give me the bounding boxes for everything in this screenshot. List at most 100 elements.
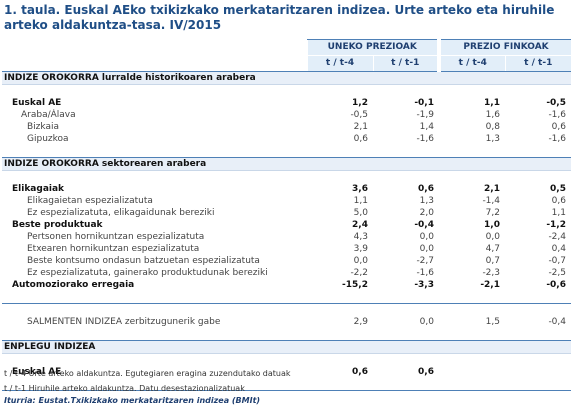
row-label: Ez espezializatuta, elikagaidunak berezi…: [27, 208, 215, 218]
table-row: Ez espezializatuta, elikagaidunak berezi…: [2, 207, 571, 219]
cell-value: 0,0: [419, 232, 434, 242]
cell-value: 0,0: [353, 256, 368, 266]
row-label: Beste produktuak: [12, 220, 103, 230]
cell-value: 2,4: [352, 220, 368, 230]
table-title: 1. taula. Euskal AEko txikizkako merkata…: [4, 3, 555, 32]
cell-value: -1,6: [548, 110, 566, 120]
cell-value: 1,3: [419, 196, 434, 206]
section-title: INDIZE OROKORRA lurralde historikoaren a…: [2, 71, 571, 85]
cell-value: -1,9: [416, 110, 434, 120]
cell-value: 0,0: [419, 317, 434, 327]
table-row: Ez espezializatuta, gainerako produktudu…: [2, 267, 571, 279]
section-header-row: INDIZE OROKORRA sektorearen arabera: [2, 157, 571, 171]
cell-value: 3,6: [352, 184, 368, 194]
cell-value: 1,3: [485, 134, 500, 144]
row-label: SALMENTEN INDIZEA zerbitzugunerik gabe: [27, 317, 221, 327]
cell-value: 0,6: [353, 134, 368, 144]
sub-header: t / t-1: [372, 55, 439, 72]
cell-value: -1,6: [416, 134, 434, 144]
row-label: Bizkaia: [27, 122, 59, 132]
cell-value: -0,6: [546, 280, 566, 290]
table-row: Beste kontsumo ondasun batzuetan espezia…: [2, 255, 571, 267]
cell-value: -3,3: [414, 280, 434, 290]
cell-value: -2,2: [350, 268, 368, 278]
row-label: Ez espezializatuta, gainerako produktudu…: [27, 268, 268, 278]
section-title: INDIZE OROKORRA sektorearen arabera: [2, 157, 571, 171]
cell-value: -0,7: [548, 256, 566, 266]
cell-value: 4,7: [485, 244, 500, 254]
row-label: Gipuzkoa: [27, 134, 69, 144]
cell-value: [439, 366, 505, 378]
cell-value: 1,0: [484, 220, 500, 230]
cell-value: 1,1: [551, 208, 566, 218]
footnote-t-4: t / t-4 Urte arteko aldakuntza. Egutegia…: [4, 369, 291, 378]
table-row: Elikagaiak 3,6 0,6 2,1 0,5: [2, 183, 571, 195]
cell-value: -2,1: [480, 280, 500, 290]
row-label: Etxearen hornikuntzan espezializatuta: [27, 244, 200, 254]
cell-value: 0,6: [352, 367, 368, 377]
cell-value: -2,4: [548, 232, 566, 242]
data-table: UNEKO PREZIOAK PREZIO FINKOAK t / t-4 t …: [2, 39, 571, 391]
cell-value: -0,5: [350, 110, 368, 120]
section-title: ENPLEGU INDIZEA: [2, 340, 571, 354]
row-label: Araba/Álava: [21, 110, 76, 120]
row-label: Euskal AE: [12, 98, 62, 108]
table-row: Araba/Álava -0,5 -1,9 1,6 -1,6: [2, 109, 571, 121]
table-row: Automoziorako erregaia -15,2 -3,3 -2,1 -…: [2, 279, 571, 291]
cell-value: 1,5: [485, 317, 500, 327]
cell-value: -2,5: [548, 268, 566, 278]
cell-value: 1,1: [353, 196, 368, 206]
row-label: Elikagaiak: [12, 184, 65, 194]
row-label: Elikagaietan espezializatuta: [27, 196, 153, 206]
cell-value: -1,2: [546, 220, 566, 230]
cell-value: 2,1: [353, 122, 368, 132]
group-header-row: UNEKO PREZIOAK PREZIO FINKOAK: [2, 39, 571, 56]
cell-value: 0,0: [419, 244, 434, 254]
footnote-t-1: t / t-1 Hiruhile arteko aldakuntza. Datu…: [4, 384, 245, 393]
table-row: Bizkaia 2,1 1,4 0,8 0,6: [2, 121, 571, 133]
cell-value: -0,4: [548, 317, 566, 327]
section-header-row: ENPLEGU INDIZEA: [2, 340, 571, 354]
table-row: Euskal AE 1,2 -0,1 1,1 -0,5: [2, 97, 571, 109]
source-note: Iturria: Eustat.Txikizkako merkataritzar…: [4, 396, 261, 405]
cell-value: 7,2: [485, 208, 500, 218]
table-row: Euskal AE 0,6 0,6: [2, 366, 571, 378]
row-label: Beste kontsumo ondasun batzuetan espezia…: [27, 256, 260, 266]
group-header-uneko: UNEKO PREZIOAK: [306, 39, 439, 56]
table-row: Etxearen hornikuntzan espezializatuta 3,…: [2, 243, 571, 255]
cell-value: [505, 366, 571, 378]
cell-value: 0,8: [485, 122, 500, 132]
sub-header: t / t-1: [504, 55, 571, 72]
group-header-finkoak: PREZIO FINKOAK: [437, 39, 571, 56]
cell-value: 0,4: [551, 244, 566, 254]
cell-value: 2,1: [484, 184, 500, 194]
cell-value: 0,5: [550, 184, 566, 194]
cell-value: -1,6: [416, 268, 434, 278]
section-header-row: INDIZE OROKORRA lurralde historikoaren a…: [2, 71, 571, 85]
cell-value: 0,0: [485, 232, 500, 242]
cell-value: 1,4: [419, 122, 434, 132]
cell-value: 0,6: [418, 184, 434, 194]
cell-value: 0,6: [418, 367, 434, 377]
cell-value: -0,1: [414, 98, 434, 108]
sub-header-row: t / t-4 t / t-1 t / t-4 t / t-1: [2, 55, 571, 72]
cell-value: 1,2: [352, 98, 368, 108]
cell-value: -2,3: [482, 268, 500, 278]
row-label: Euskal AE: [12, 367, 62, 377]
cell-value: 1,1: [484, 98, 500, 108]
cell-value: 1,6: [485, 110, 500, 120]
cell-value: 0,7: [485, 256, 500, 266]
cell-value: -1,4: [482, 196, 500, 206]
cell-value: 0,6: [551, 122, 566, 132]
sub-header: t / t-4: [437, 55, 505, 72]
cell-value: -15,2: [342, 280, 368, 290]
sub-header: t / t-4: [306, 55, 373, 72]
table-row: Gipuzkoa 0,6 -1,6 1,3 -1,6: [2, 133, 571, 145]
cell-value: -0,4: [414, 220, 434, 230]
cell-value: 2,0: [419, 208, 434, 218]
cell-value: 0,6: [551, 196, 566, 206]
row-label: Pertsonen hornikuntzan espezializatuta: [27, 232, 205, 242]
cell-value: 2,9: [353, 317, 368, 327]
cell-value: 4,3: [353, 232, 368, 242]
